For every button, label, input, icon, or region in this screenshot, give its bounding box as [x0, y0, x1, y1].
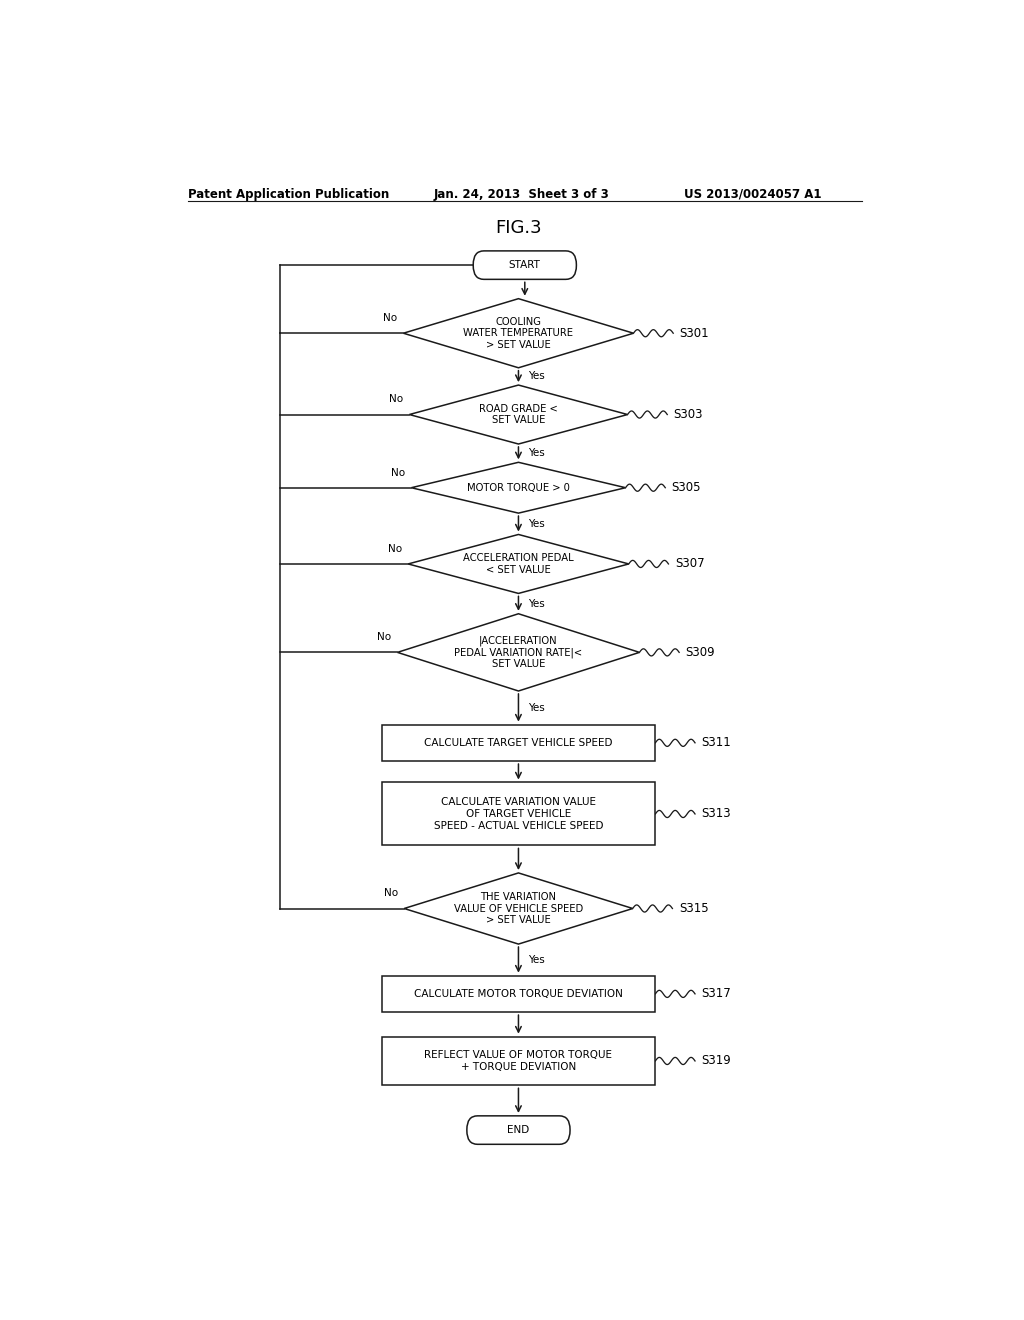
Polygon shape — [403, 298, 634, 368]
Text: No: No — [388, 544, 401, 554]
Polygon shape — [410, 385, 628, 444]
Text: MOTOR TORQUE > 0: MOTOR TORQUE > 0 — [467, 483, 570, 492]
Text: S319: S319 — [701, 1055, 731, 1068]
Bar — [382, 783, 655, 846]
Text: Yes: Yes — [528, 371, 545, 381]
Text: No: No — [377, 632, 391, 643]
Polygon shape — [412, 462, 626, 513]
Text: Yes: Yes — [528, 954, 545, 965]
Bar — [382, 975, 655, 1012]
Text: ROAD GRADE <
SET VALUE: ROAD GRADE < SET VALUE — [479, 404, 558, 425]
Text: THE VARIATION
VALUE OF VEHICLE SPEED
> SET VALUE: THE VARIATION VALUE OF VEHICLE SPEED > S… — [454, 892, 583, 925]
Text: No: No — [391, 467, 404, 478]
Text: S309: S309 — [685, 645, 715, 659]
FancyBboxPatch shape — [467, 1115, 570, 1144]
Text: No: No — [389, 395, 403, 404]
Text: S311: S311 — [701, 737, 731, 750]
Text: Jan. 24, 2013  Sheet 3 of 3: Jan. 24, 2013 Sheet 3 of 3 — [433, 187, 609, 201]
Text: CALCULATE VARIATION VALUE
OF TARGET VEHICLE
SPEED - ACTUAL VEHICLE SPEED: CALCULATE VARIATION VALUE OF TARGET VEHI… — [434, 797, 603, 830]
Text: No: No — [383, 313, 397, 323]
Text: Yes: Yes — [528, 598, 545, 609]
Polygon shape — [404, 873, 633, 944]
Text: S315: S315 — [679, 902, 709, 915]
Text: S307: S307 — [675, 557, 705, 570]
Text: REFLECT VALUE OF MOTOR TORQUE
+ TORQUE DEVIATION: REFLECT VALUE OF MOTOR TORQUE + TORQUE D… — [425, 1051, 612, 1072]
Text: |ACCELERATION
PEDAL VARIATION RATE|<
SET VALUE: |ACCELERATION PEDAL VARIATION RATE|< SET… — [455, 635, 583, 669]
Text: S301: S301 — [680, 327, 710, 339]
Text: S317: S317 — [701, 987, 731, 1001]
Text: END: END — [507, 1125, 529, 1135]
Text: COOLING
WATER TEMPERATURE
> SET VALUE: COOLING WATER TEMPERATURE > SET VALUE — [464, 317, 573, 350]
Text: US 2013/0024057 A1: US 2013/0024057 A1 — [684, 187, 821, 201]
Text: S305: S305 — [672, 482, 701, 494]
Bar — [382, 1036, 655, 1085]
FancyBboxPatch shape — [473, 251, 577, 280]
Text: Yes: Yes — [528, 449, 545, 458]
Text: CALCULATE MOTOR TORQUE DEVIATION: CALCULATE MOTOR TORQUE DEVIATION — [414, 989, 623, 999]
Polygon shape — [409, 535, 629, 594]
Text: Patent Application Publication: Patent Application Publication — [187, 187, 389, 201]
Text: Yes: Yes — [528, 519, 545, 529]
Text: START: START — [509, 260, 541, 271]
Text: S313: S313 — [701, 808, 731, 821]
Text: ACCELERATION PEDAL
< SET VALUE: ACCELERATION PEDAL < SET VALUE — [463, 553, 573, 574]
Bar — [382, 725, 655, 762]
Text: CALCULATE TARGET VEHICLE SPEED: CALCULATE TARGET VEHICLE SPEED — [424, 738, 612, 748]
Text: Yes: Yes — [528, 702, 545, 713]
Text: FIG.3: FIG.3 — [496, 219, 542, 238]
Text: No: No — [384, 888, 397, 899]
Polygon shape — [397, 614, 639, 690]
Text: S303: S303 — [674, 408, 703, 421]
